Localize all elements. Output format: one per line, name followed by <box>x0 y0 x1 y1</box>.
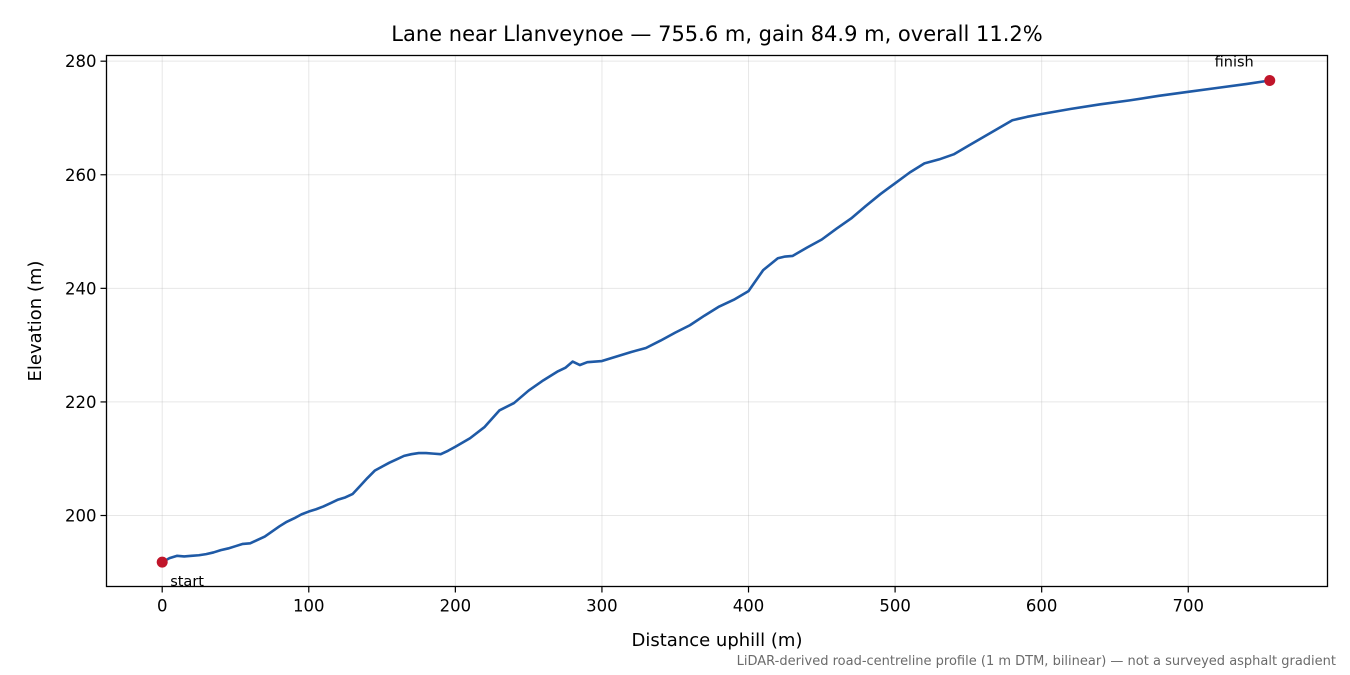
y-axis-label: Elevation (m) <box>25 261 46 382</box>
x-tick-label: 0 <box>157 597 168 616</box>
x-axis-ticks: 0 100 200 300 400 500 600 700 <box>157 586 1205 616</box>
finish-marker <box>1264 74 1276 86</box>
finish-label: finish <box>1215 54 1254 70</box>
endpoint-markers: start finish <box>156 54 1276 590</box>
footnote: LiDAR-derived road-centreline profile (1… <box>737 654 1336 669</box>
y-tick-label: 200 <box>65 507 97 526</box>
y-axis-ticks: 200 220 240 260 280 <box>65 52 107 526</box>
x-tick-label: 400 <box>733 597 765 616</box>
start-label: start <box>170 574 204 590</box>
x-tick-label: 100 <box>293 597 325 616</box>
x-tick-label: 600 <box>1026 597 1058 616</box>
x-tick-label: 200 <box>440 597 472 616</box>
y-tick-label: 280 <box>65 52 97 71</box>
y-tick-label: 260 <box>65 166 97 185</box>
x-axis-label: Distance uphill (m) <box>632 630 803 651</box>
gridlines <box>106 55 1328 587</box>
y-tick-label: 240 <box>65 279 97 298</box>
chart-title: Lane near Llanveynoe — 755.6 m, gain 84.… <box>391 22 1042 46</box>
start-marker <box>156 556 168 568</box>
x-tick-label: 700 <box>1173 597 1205 616</box>
x-tick-label: 300 <box>586 597 618 616</box>
plot-frame <box>105 54 1329 588</box>
y-tick-label: 220 <box>65 393 97 412</box>
elevation-line <box>160 79 1272 564</box>
x-tick-label: 500 <box>879 597 911 616</box>
